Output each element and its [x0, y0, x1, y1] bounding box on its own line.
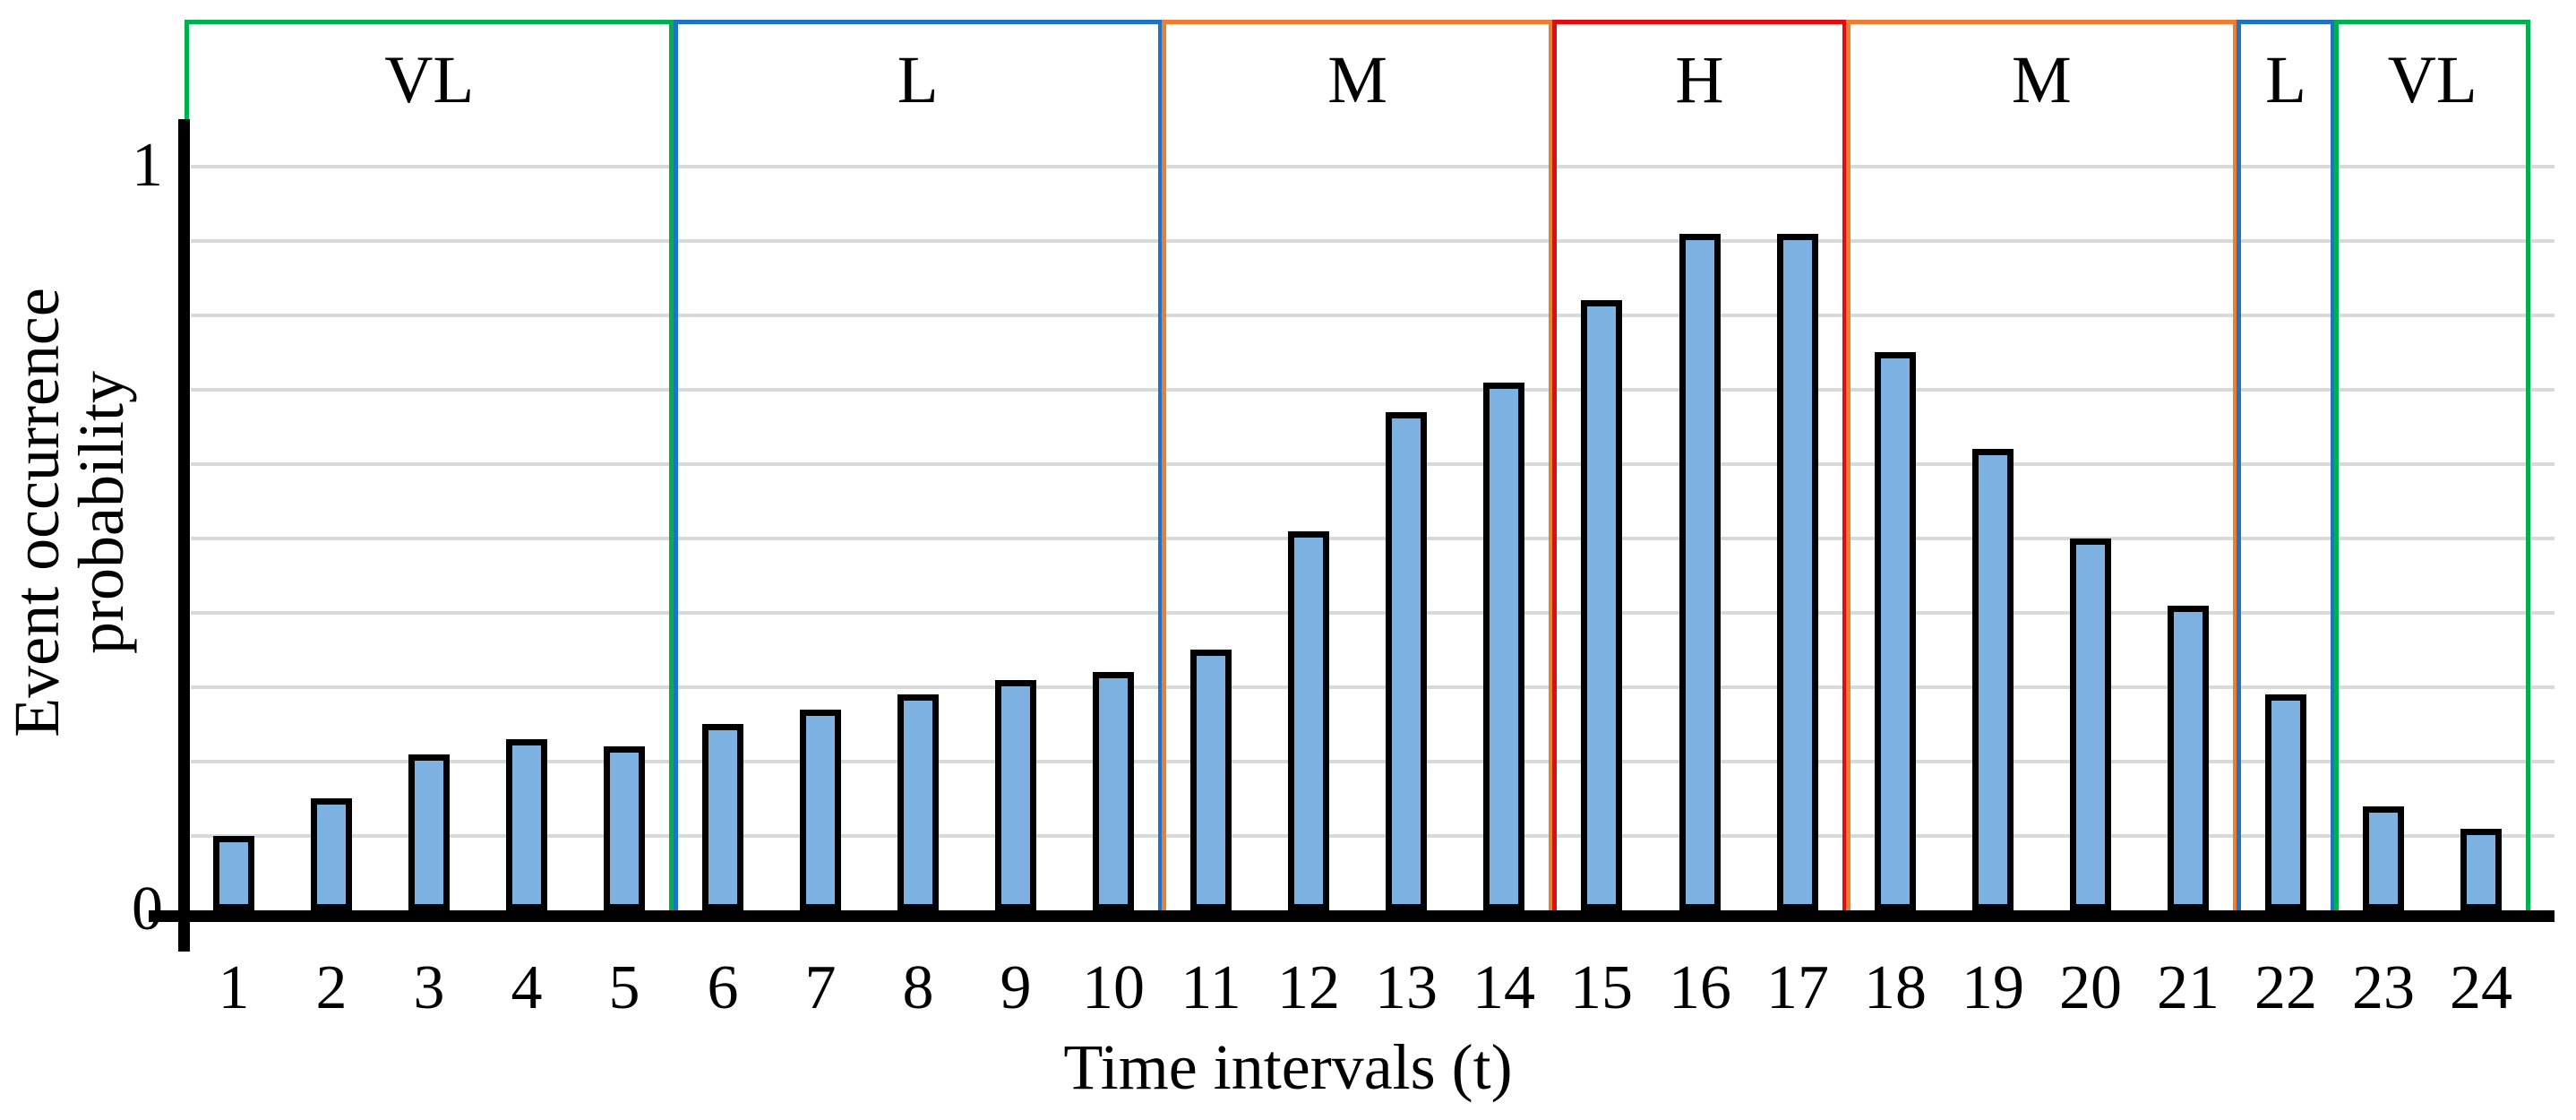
x-tick-label-5: 5	[608, 953, 640, 1022]
x-tick-label-12: 12	[1277, 953, 1340, 1022]
x-tick-label-18: 18	[1864, 953, 1927, 1022]
bar-10	[1093, 672, 1134, 910]
zone-label: VL	[384, 43, 475, 117]
x-axis-line	[149, 910, 2555, 922]
bar-20	[2070, 538, 2111, 910]
bar-6	[702, 724, 743, 910]
gridline	[191, 760, 2555, 763]
gridline	[191, 239, 2555, 243]
zone-box-vl: VL	[2334, 20, 2531, 919]
bar-1	[213, 836, 254, 910]
gridline	[191, 611, 2555, 615]
bar-5	[604, 746, 645, 910]
zone-label: H	[1675, 43, 1724, 117]
gridline	[191, 537, 2555, 540]
zone-label: L	[2265, 43, 2306, 117]
bar-3	[408, 754, 450, 910]
x-tick-label-8: 8	[902, 953, 934, 1022]
gridline	[191, 388, 2555, 392]
bar-22	[2265, 694, 2306, 910]
x-tick-label-4: 4	[511, 953, 543, 1022]
bar-24	[2460, 829, 2502, 910]
x-tick-label-22: 22	[2254, 953, 2317, 1022]
x-tick-label-6: 6	[707, 953, 739, 1022]
x-tick-label-20: 20	[2059, 953, 2122, 1022]
gridline	[191, 165, 2555, 168]
x-axis-title: Time intervals (t)	[1063, 1031, 1513, 1103]
gridline	[191, 314, 2555, 317]
bar-11	[1190, 650, 1232, 910]
x-tick-label-19: 19	[1962, 953, 2024, 1022]
x-tick-label-24: 24	[2450, 953, 2512, 1022]
y-tick-label-0: 0	[132, 874, 163, 943]
x-tick-label-2: 2	[315, 953, 348, 1022]
bar-23	[2363, 806, 2404, 910]
bar-16	[1679, 234, 1721, 910]
bar-13	[1386, 412, 1427, 910]
bar-19	[1972, 449, 2014, 910]
bar-4	[506, 739, 547, 910]
y-axis-line	[178, 119, 190, 952]
zone-label: M	[2011, 43, 2072, 117]
x-tick-label-10: 10	[1082, 953, 1145, 1022]
gridline	[191, 462, 2555, 466]
gridline	[191, 685, 2555, 689]
zone-box-l: L	[2237, 20, 2336, 919]
zone-label: L	[897, 43, 939, 117]
bar-18	[1875, 352, 1916, 910]
x-tick-label-9: 9	[1000, 953, 1032, 1022]
bar-8	[897, 694, 939, 910]
gridline	[191, 834, 2555, 838]
x-tick-label-21: 21	[2157, 953, 2220, 1022]
bar-17	[1777, 234, 1818, 910]
x-tick-label-1: 1	[218, 953, 250, 1022]
x-tick-label-15: 15	[1570, 953, 1633, 1022]
y-axis-title: Event occurrence probability	[1, 288, 137, 737]
x-tick-label-11: 11	[1181, 953, 1241, 1022]
x-tick-label-13: 13	[1375, 953, 1438, 1022]
x-tick-label-7: 7	[804, 953, 837, 1022]
bar-2	[311, 798, 352, 910]
zone-label: M	[1327, 43, 1387, 117]
x-tick-label-14: 14	[1473, 953, 1535, 1022]
bar-12	[1288, 531, 1329, 910]
bar-7	[800, 710, 841, 910]
x-tick-label-16: 16	[1669, 953, 1731, 1022]
x-tick-label-23: 23	[2352, 953, 2415, 1022]
bar-14	[1483, 383, 1524, 910]
bar-9	[995, 680, 1036, 910]
x-tick-label-17: 17	[1766, 953, 1829, 1022]
bar-15	[1581, 300, 1622, 910]
y-tick-label-1: 1	[132, 131, 163, 200]
zone-label: VL	[2387, 43, 2477, 117]
x-tick-label-3: 3	[413, 953, 445, 1022]
bar-21	[2168, 606, 2209, 910]
